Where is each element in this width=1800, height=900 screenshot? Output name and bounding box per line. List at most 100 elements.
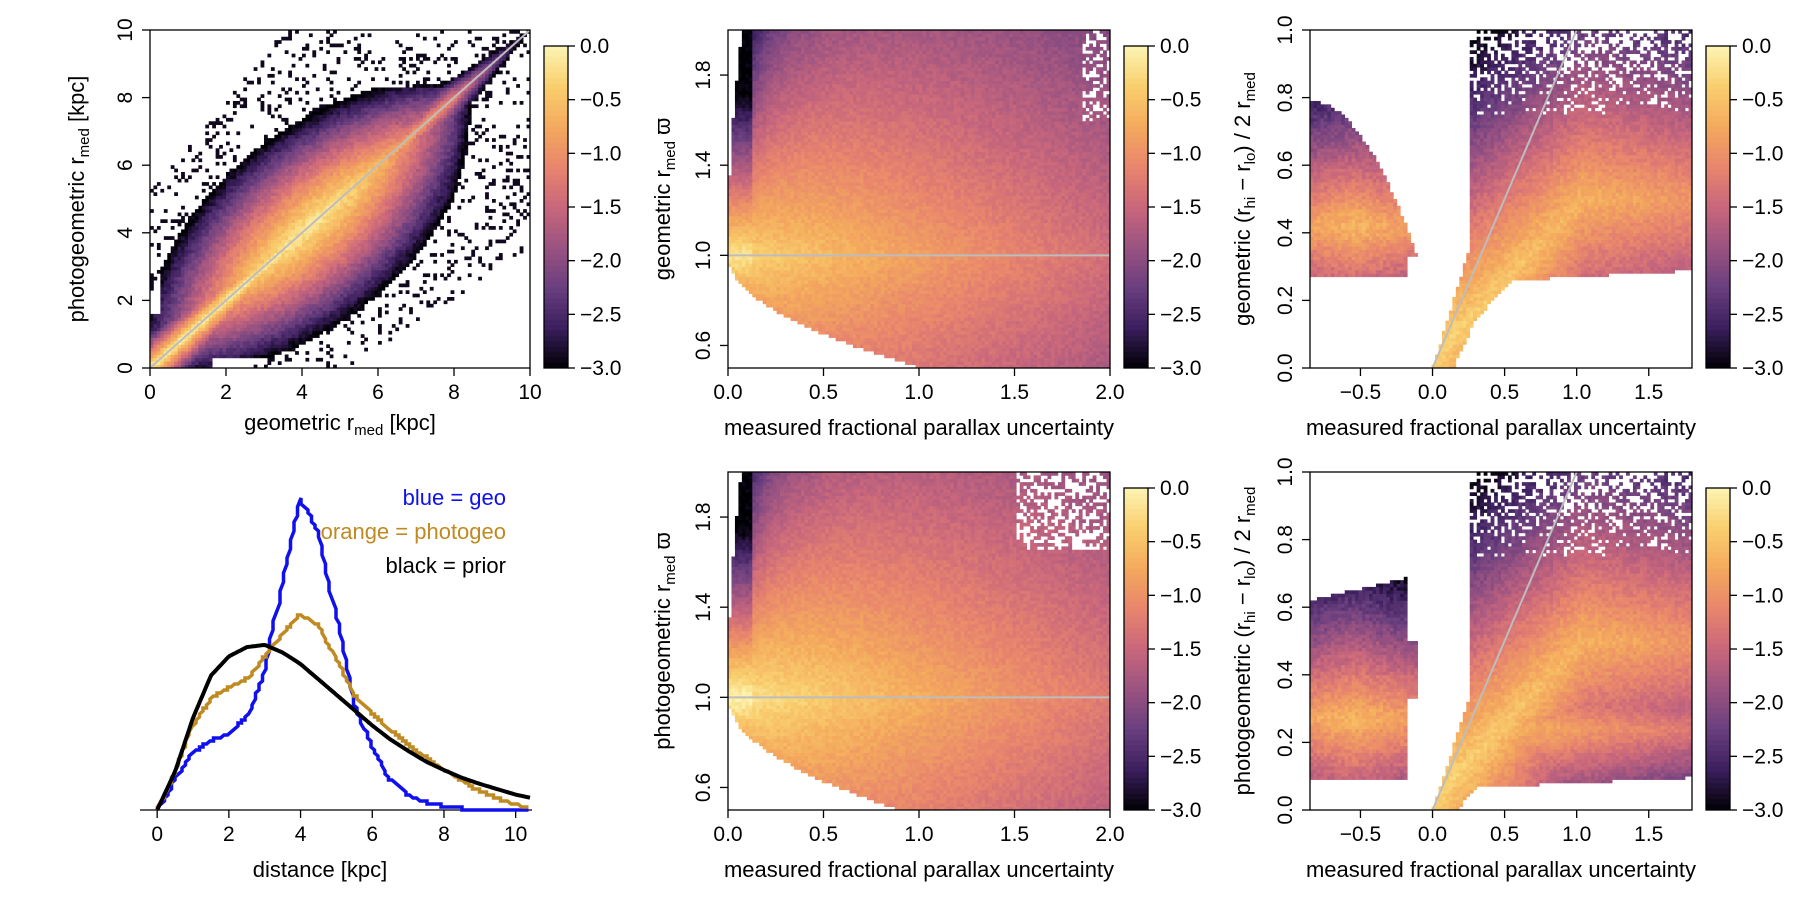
heat-cell bbox=[209, 294, 213, 298]
heat-cell bbox=[178, 297, 182, 301]
heat-cell bbox=[188, 307, 192, 311]
heat-cell bbox=[209, 300, 213, 304]
heat-cell bbox=[205, 256, 209, 260]
heat-cell bbox=[209, 338, 213, 342]
heat-cell bbox=[188, 270, 192, 274]
heat-cell bbox=[188, 263, 192, 267]
heat-cell bbox=[205, 223, 209, 227]
heat-cell bbox=[185, 287, 189, 291]
heat-cell bbox=[181, 273, 185, 277]
heat-cell bbox=[167, 236, 171, 240]
heat-cell bbox=[164, 314, 168, 318]
heat-cell bbox=[202, 256, 206, 260]
heat-cell bbox=[198, 250, 202, 254]
heat-cell bbox=[167, 327, 171, 331]
heat-cell bbox=[191, 284, 195, 288]
heat-cell bbox=[195, 361, 199, 365]
heat-cell bbox=[188, 253, 192, 257]
heat-cell bbox=[212, 284, 216, 288]
heat-cell bbox=[198, 307, 202, 311]
heat-cell bbox=[167, 307, 171, 311]
heat-cell bbox=[202, 297, 206, 301]
heat-cell bbox=[167, 300, 171, 304]
heat-cell bbox=[209, 280, 213, 284]
heat-cell bbox=[202, 267, 206, 271]
heat-cell bbox=[198, 338, 202, 342]
heat-cell bbox=[164, 277, 168, 281]
heat-cell bbox=[181, 280, 185, 284]
heat-cell bbox=[188, 250, 192, 254]
heat-cell bbox=[188, 321, 192, 325]
heat-cell bbox=[164, 300, 168, 304]
heat-cell bbox=[209, 243, 213, 247]
heat-cell bbox=[185, 243, 189, 247]
heat-cell bbox=[191, 348, 195, 352]
heat-cell bbox=[205, 243, 209, 247]
heat-cell bbox=[171, 297, 175, 301]
heat-cell bbox=[191, 280, 195, 284]
heat-cell bbox=[188, 311, 192, 315]
heat-cell bbox=[160, 341, 164, 345]
heat-cell bbox=[205, 260, 209, 264]
heat-cell bbox=[191, 253, 195, 257]
heat-cell bbox=[209, 361, 213, 365]
heat-cell bbox=[195, 354, 199, 358]
heat-cell bbox=[191, 260, 195, 264]
heat-cell bbox=[174, 307, 178, 311]
heat-cell bbox=[153, 192, 157, 196]
heat-cell bbox=[205, 270, 209, 274]
heat-cell bbox=[164, 358, 168, 362]
heat-cell bbox=[198, 267, 202, 271]
heat-cell bbox=[209, 219, 213, 223]
heat-cell bbox=[195, 263, 199, 267]
heat-cell bbox=[181, 250, 185, 254]
heat-cell bbox=[157, 253, 161, 257]
heat-cell bbox=[195, 341, 199, 345]
heat-cell bbox=[202, 327, 206, 331]
heat-cell bbox=[185, 213, 189, 217]
heat-cell bbox=[167, 304, 171, 308]
heat-cell bbox=[205, 236, 209, 240]
heat-cell bbox=[185, 321, 189, 325]
heat-cell bbox=[157, 321, 161, 325]
heat-cell bbox=[191, 334, 195, 338]
heat-cell bbox=[198, 223, 202, 227]
heat-cell bbox=[185, 351, 189, 355]
heat-cell bbox=[202, 354, 206, 358]
heat-cell bbox=[198, 317, 202, 321]
heat-cell bbox=[174, 250, 178, 254]
heat-cell bbox=[174, 317, 178, 321]
heat-cell bbox=[167, 284, 171, 288]
heat-cell bbox=[191, 307, 195, 311]
heat-cell bbox=[164, 304, 168, 308]
heat-cell bbox=[202, 324, 206, 328]
heat-cell bbox=[160, 338, 164, 342]
heat-cell bbox=[216, 334, 220, 338]
heat-cell bbox=[153, 314, 157, 318]
heat-cell bbox=[202, 284, 206, 288]
heat-cell bbox=[195, 300, 199, 304]
heat-cell bbox=[167, 277, 171, 281]
heat-cell bbox=[171, 358, 175, 362]
heat-cell bbox=[209, 233, 213, 237]
heat-cell bbox=[212, 317, 216, 321]
heat-cell bbox=[209, 213, 213, 217]
heat-cell bbox=[191, 314, 195, 318]
heat-cell bbox=[167, 185, 171, 189]
heat-cell bbox=[212, 125, 216, 129]
heat-cell bbox=[191, 213, 195, 217]
heat-cell bbox=[191, 304, 195, 308]
heat-cell bbox=[195, 236, 199, 240]
heat-cell bbox=[181, 236, 185, 240]
heat-cell bbox=[171, 226, 175, 230]
heat-cell bbox=[205, 361, 209, 365]
heat-cell bbox=[167, 273, 171, 277]
heat-cell bbox=[174, 240, 178, 244]
heat-cell bbox=[195, 260, 199, 264]
heat-cell bbox=[198, 304, 202, 308]
heat-cell bbox=[153, 317, 157, 321]
heat-cell bbox=[209, 297, 213, 301]
heat-cell bbox=[171, 334, 175, 338]
heat-cell bbox=[178, 179, 182, 183]
heat-cell bbox=[209, 304, 213, 308]
